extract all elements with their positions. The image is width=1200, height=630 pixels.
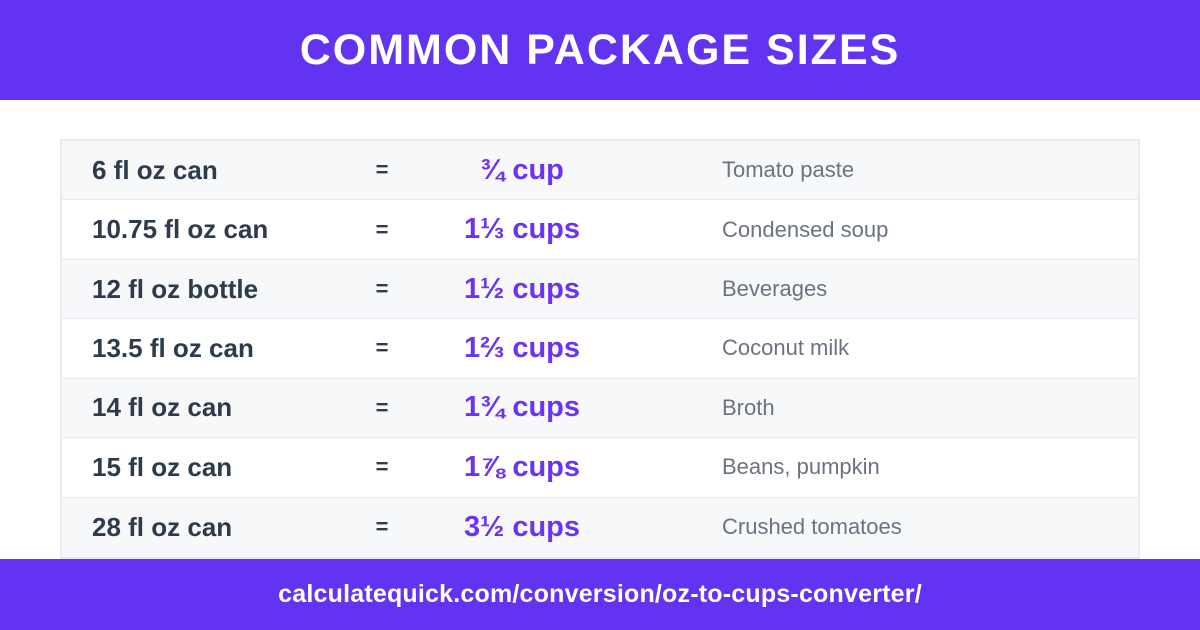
product-label: Beans, pumpkin (722, 454, 880, 480)
source-url: calculatequick.com/conversion/oz-to-cups… (278, 580, 922, 608)
header-band: COMMON PACKAGE SIZES (0, 0, 1200, 100)
table-row: 13.5 fl oz can = 1⅔ cups Coconut milk (62, 319, 1138, 379)
cup-value: ¾ cup (480, 153, 564, 186)
equals-sign: = (375, 276, 389, 302)
equals-sign: = (375, 335, 389, 361)
conversion-table: 6 fl oz can = ¾ cup Tomato paste 10.75 f… (60, 139, 1140, 559)
equals-sign: = (375, 157, 389, 183)
cup-value: 3½ cups (463, 510, 581, 543)
product-label: Coconut milk (722, 335, 850, 361)
package-size-label: 13.5 fl oz can (92, 332, 254, 363)
equals-sign: = (375, 216, 389, 242)
cup-value: 1⅔ cups (463, 331, 581, 364)
table-row: 14 fl oz can = 1¾ cups Broth (62, 378, 1138, 439)
product-label: Beverages (722, 276, 828, 302)
footer-band: calculatequick.com/conversion/oz-to-cups… (0, 559, 1200, 630)
package-size-label: 12 fl oz bottle (92, 273, 259, 304)
package-size-label: 15 fl oz can (92, 451, 233, 482)
product-label: Broth (722, 394, 775, 420)
table-row: 10.75 fl oz can = 1⅓ cups Condensed soup (62, 200, 1138, 260)
package-size-label: 28 fl oz can (92, 511, 233, 542)
table-row: 15 fl oz can = 1⅞ cups Beans, pumpkin (62, 438, 1138, 498)
product-label: Tomato paste (722, 157, 855, 183)
cup-value: 1½ cups (463, 272, 581, 305)
table-row: 28 fl oz can = 3½ cups Crushed tomatoes (62, 497, 1138, 557)
package-size-label: 6 fl oz can (92, 154, 218, 185)
equals-sign: = (375, 514, 389, 540)
equals-sign: = (375, 454, 389, 480)
table-row: 6 fl oz can = ¾ cup Tomato paste (62, 141, 1138, 201)
package-size-label: 14 fl oz can (92, 392, 233, 423)
package-size-label: 10.75 fl oz can (92, 214, 269, 245)
table-row: 12 fl oz bottle = 1½ cups Beverages (62, 259, 1138, 320)
cup-value: 1¾ cups (463, 391, 581, 424)
product-label: Crushed tomatoes (722, 514, 902, 540)
equals-sign: = (375, 394, 389, 420)
cup-value: 1⅓ cups (463, 213, 581, 246)
page-title: COMMON PACKAGE SIZES (299, 25, 901, 74)
product-label: Condensed soup (722, 216, 889, 242)
cup-value: 1⅞ cups (463, 450, 581, 483)
